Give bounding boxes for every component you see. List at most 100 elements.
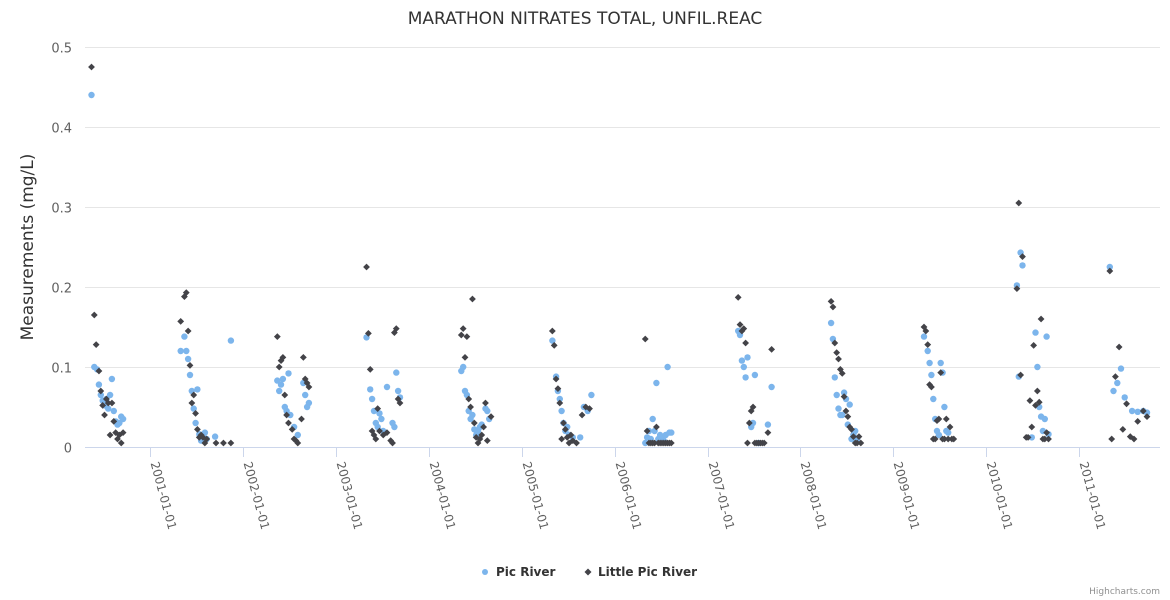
data-point[interactable] [855,433,863,440]
data-point[interactable] [465,395,473,403]
data-point[interactable] [835,355,842,363]
data-point[interactable] [928,383,935,391]
data-point[interactable] [930,395,937,403]
data-point[interactable] [935,415,943,423]
data-point[interactable] [667,439,675,447]
data-point[interactable] [649,415,656,423]
data-point[interactable] [190,391,198,399]
data-point[interactable] [549,337,556,344]
data-point[interactable] [90,311,98,319]
data-point[interactable] [1115,343,1123,351]
data-point[interactable] [367,386,374,393]
data-point[interactable] [106,431,114,439]
data-point[interactable] [1019,253,1026,260]
data-point[interactable] [740,325,748,332]
data-point[interactable] [931,435,939,443]
data-point[interactable] [92,341,100,348]
data-point[interactable] [188,399,196,407]
data-point[interactable] [276,387,283,395]
data-point[interactable] [194,386,201,393]
data-point[interactable] [275,363,283,371]
data-point[interactable] [747,407,755,415]
data-point[interactable] [470,419,478,427]
data-point[interactable] [482,399,489,407]
data-point[interactable] [1037,315,1045,323]
data-point[interactable] [115,431,123,439]
data-point[interactable] [736,321,744,328]
data-point[interactable] [1043,429,1051,436]
data-point[interactable] [184,355,192,363]
data-point[interactable] [573,439,580,447]
data-point[interactable] [1128,407,1136,415]
data-point[interactable] [1143,413,1151,420]
data-point[interactable] [556,399,564,407]
data-point[interactable] [833,349,841,356]
data-point[interactable] [88,91,95,99]
data-point[interactable] [840,393,848,400]
data-point[interactable] [1033,387,1041,395]
data-point[interactable] [1134,418,1142,425]
data-point[interactable] [833,391,840,399]
data-point[interactable] [364,330,372,337]
data-point[interactable] [760,439,768,447]
data-point[interactable] [461,354,469,361]
data-point[interactable] [376,427,383,435]
data-point[interactable] [924,341,932,348]
data-point[interactable] [117,439,125,447]
data-point[interactable] [119,429,127,436]
data-point[interactable] [487,413,495,420]
data-point[interactable] [586,405,593,412]
data-point[interactable] [305,383,313,391]
data-point[interactable] [1119,426,1127,433]
data-point[interactable] [1130,435,1138,443]
data-point[interactable] [285,370,292,377]
data-point[interactable] [1032,329,1039,336]
data-point[interactable] [110,418,118,425]
data-point[interactable] [846,423,854,431]
data-point[interactable] [1028,423,1036,431]
data-point[interactable] [848,426,855,433]
data-point[interactable] [277,381,285,388]
data-point[interactable] [110,407,118,415]
data-point[interactable] [578,411,586,419]
data-point[interactable] [558,435,566,443]
data-point[interactable] [457,331,465,339]
data-point[interactable] [844,413,852,420]
data-point[interactable] [835,405,842,412]
data-point[interactable] [469,411,476,419]
data-point[interactable] [394,387,402,395]
data-point[interactable] [668,429,675,436]
data-point[interactable] [220,439,227,447]
data-point[interactable] [1045,435,1052,443]
data-point[interactable] [560,419,567,427]
data-point[interactable] [1030,342,1038,349]
data-point[interactable] [749,419,757,427]
data-point[interactable] [950,435,958,443]
data-point[interactable] [366,366,374,373]
data-point[interactable] [738,327,746,335]
data-point[interactable] [920,323,928,331]
data-point[interactable] [227,439,235,447]
data-point[interactable] [831,339,839,347]
data-point[interactable] [643,427,651,435]
data-point[interactable] [194,426,201,433]
data-point[interactable] [279,375,287,383]
data-point[interactable] [552,375,560,383]
data-point[interactable] [742,339,750,347]
data-point[interactable] [1139,407,1147,415]
data-point[interactable] [942,415,950,423]
data-point[interactable] [294,439,302,447]
data-point[interactable] [298,415,305,423]
data-point[interactable] [1032,402,1039,409]
data-point[interactable] [1026,397,1034,404]
data-point[interactable] [558,407,565,415]
data-point[interactable] [1017,371,1025,379]
data-point[interactable] [1041,415,1049,423]
data-point[interactable] [839,411,846,419]
data-point[interactable] [197,431,205,439]
data-point[interactable] [376,410,383,417]
data-point[interactable] [192,410,199,417]
data-point[interactable] [106,391,114,399]
data-point[interactable] [483,437,491,444]
data-point[interactable] [941,435,948,443]
